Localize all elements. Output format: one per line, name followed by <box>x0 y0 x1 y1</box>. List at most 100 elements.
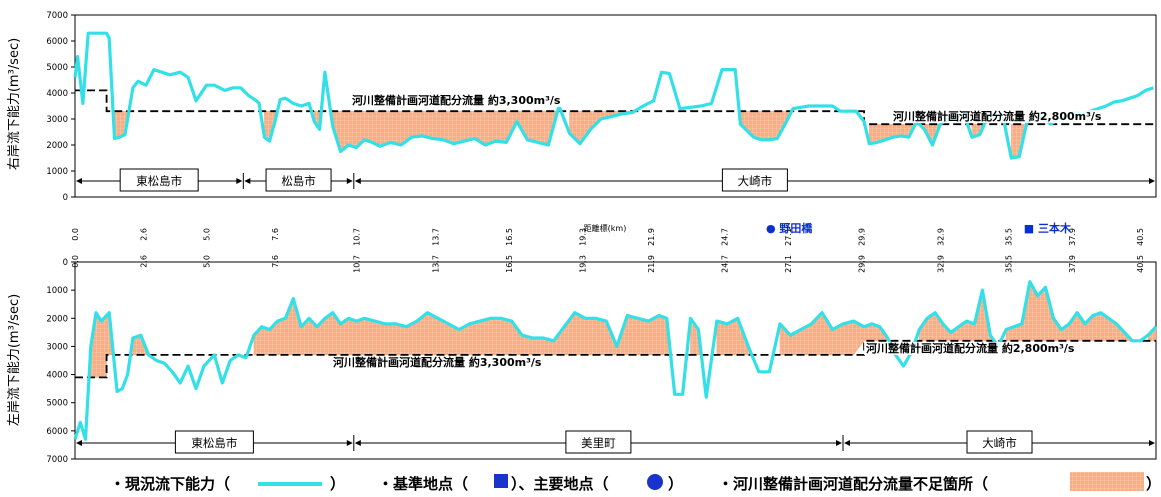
x-tick-label: 35.5 <box>1005 228 1014 246</box>
x-tick-label: 0.0 <box>71 255 80 268</box>
y-tick-label: 6000 <box>46 37 68 47</box>
x-tick-label: 32.9 <box>936 255 945 273</box>
legend-square-icon <box>494 474 508 488</box>
x-tick-label: 40.5 <box>1136 255 1145 273</box>
y-tick-label: 3000 <box>46 115 68 125</box>
plan-flow-label-bg <box>864 342 1109 355</box>
arrow-right <box>346 440 353 446</box>
y-axis-label: 左岸流下能力(m³/sec) <box>7 294 22 426</box>
plot-frame <box>74 261 1157 460</box>
x-tick-label: 19.3 <box>579 228 588 246</box>
plan-flow-label: 河川整備計画河道配分流量 約3,300m³/s <box>333 355 542 369</box>
y-tick-label: 4000 <box>46 371 68 381</box>
shortfall-area <box>869 123 916 144</box>
y-tick-label: 3000 <box>46 342 68 352</box>
station-label: ● 野田橋 <box>766 221 813 235</box>
plan-flow-label-bg <box>331 356 576 369</box>
legend-shortfall-close: ） <box>1146 475 1161 493</box>
arrow-left <box>354 178 361 184</box>
y-tick-label: 1000 <box>46 286 68 296</box>
legend-dot-icon <box>647 474 663 490</box>
x-tick-label: 24.7 <box>721 228 730 246</box>
arrow-right <box>836 440 843 446</box>
municipality-box <box>265 168 332 192</box>
x-tick-label: 40.5 <box>1136 228 1145 246</box>
y-tick-label: 7000 <box>46 455 68 465</box>
municipality-box <box>565 430 632 454</box>
right-bank-panel: 0 1000 2000 3000 4000 5000 6000 7000 右岸流下能力(m³/s… <box>7 11 1157 246</box>
x-tick-label: 13.7 <box>431 228 440 246</box>
municipality-name: 大崎市 <box>738 174 773 188</box>
municipality-name: 美里町 <box>581 436 616 450</box>
x-tick-label: 7.6 <box>271 228 280 241</box>
shortfall-area <box>569 110 636 145</box>
capacity-line <box>73 31 1154 160</box>
municipality-name: 東松島市 <box>136 174 182 188</box>
arrow-right <box>1149 178 1155 184</box>
plan-flow-label: 河川整備計画河道配分流量 約3,300m³/s <box>352 93 561 107</box>
municipality-name: 松島市 <box>281 174 316 188</box>
y-tick-label: 1000 <box>46 167 68 177</box>
capacity-line <box>73 280 1158 441</box>
y-tick-label: 2000 <box>46 314 68 324</box>
y-tick-label: 2000 <box>46 141 68 151</box>
x-tick-label: 10.7 <box>352 255 361 273</box>
x-tick-label: 21.9 <box>647 228 656 246</box>
municipality-box <box>174 430 254 454</box>
municipality-name: 大崎市 <box>982 436 1017 450</box>
y-axis-label: 右岸流下能力(m³/sec) <box>7 38 22 170</box>
x-tick-label: 7.6 <box>271 255 280 268</box>
arrow-right <box>346 178 353 184</box>
x-tick-label: 2.6 <box>139 228 148 241</box>
municipality-box <box>721 168 788 192</box>
station-label: ■ 三本木 <box>1024 221 1072 235</box>
plan-flow-line <box>75 89 1156 126</box>
plan-flow-label-bg <box>350 94 595 107</box>
plan-flow-label: 河川整備計画河道配分流量 約2,800m³/s <box>893 109 1102 123</box>
arrow-left <box>76 440 82 446</box>
legend-shortfall-text: ・河川整備計画河道配分流量不足箇所（ <box>718 475 988 493</box>
x-tick-label: 24.7 <box>721 255 730 273</box>
y-tick-label: 0 <box>63 193 68 203</box>
x-tick-label: 19.3 <box>579 255 588 273</box>
legend-points-close: ） <box>668 475 683 493</box>
municipality-name: 東松島市 <box>191 436 237 450</box>
x-tick-label: 0.0 <box>71 228 80 241</box>
arrow-left <box>844 440 851 446</box>
x-tick-label: 5.0 <box>203 255 212 268</box>
legend-shortfall-swatch <box>1070 472 1144 491</box>
x-tick-label: 27.1 <box>784 255 793 273</box>
x-axis-label: 距離標(km) <box>584 223 627 233</box>
arrow-left <box>354 440 361 446</box>
arrow-right <box>1149 440 1155 446</box>
municipality-box <box>966 430 1033 454</box>
x-tick-label: 16.5 <box>505 255 514 273</box>
x-tick-label: 29.9 <box>857 228 866 246</box>
arrow-left <box>76 178 82 184</box>
y-tick-label: 0 <box>63 258 68 268</box>
x-tick-label: 37.9 <box>1068 255 1077 273</box>
left-bank-panel: 0 1000 2000 3000 4000 5000 6000 7000 左岸流下能力(m³/s… <box>7 255 1158 465</box>
x-tick-label: 16.5 <box>505 228 514 246</box>
x-tick-label: 21.9 <box>647 255 656 273</box>
x-tick-label: 10.7 <box>352 228 361 246</box>
x-tick-label: 32.9 <box>936 228 945 246</box>
x-tick-label: 35.5 <box>1005 255 1014 273</box>
legend-capacity-text: ・現況流下能力（ <box>110 475 230 493</box>
municipality-box <box>119 168 199 192</box>
arrow-right <box>236 178 243 184</box>
legend-points-text: ・基準地点（ <box>378 475 468 493</box>
plot-frame <box>74 14 1157 198</box>
x-tick-label: 29.9 <box>857 255 866 273</box>
x-tick-label: 13.7 <box>431 255 440 273</box>
plan-flow-label: 河川整備計画河道配分流量 約2,800m³/s <box>866 341 1075 355</box>
y-tick-label: 7000 <box>46 11 68 21</box>
plan-flow-label-bg <box>891 110 1136 123</box>
arrow-left <box>244 178 251 184</box>
x-tick-label: 37.9 <box>1068 228 1077 246</box>
y-tick-label: 5000 <box>46 399 68 409</box>
x-tick-label: 5.0 <box>203 228 212 241</box>
x-tick-label: 2.6 <box>139 255 148 268</box>
legend: ・現況流下能力（ ） ・基準地点（ ）、主要地点（ ） ・河川整備計画河道配分流量不足箇所… <box>110 472 1161 493</box>
